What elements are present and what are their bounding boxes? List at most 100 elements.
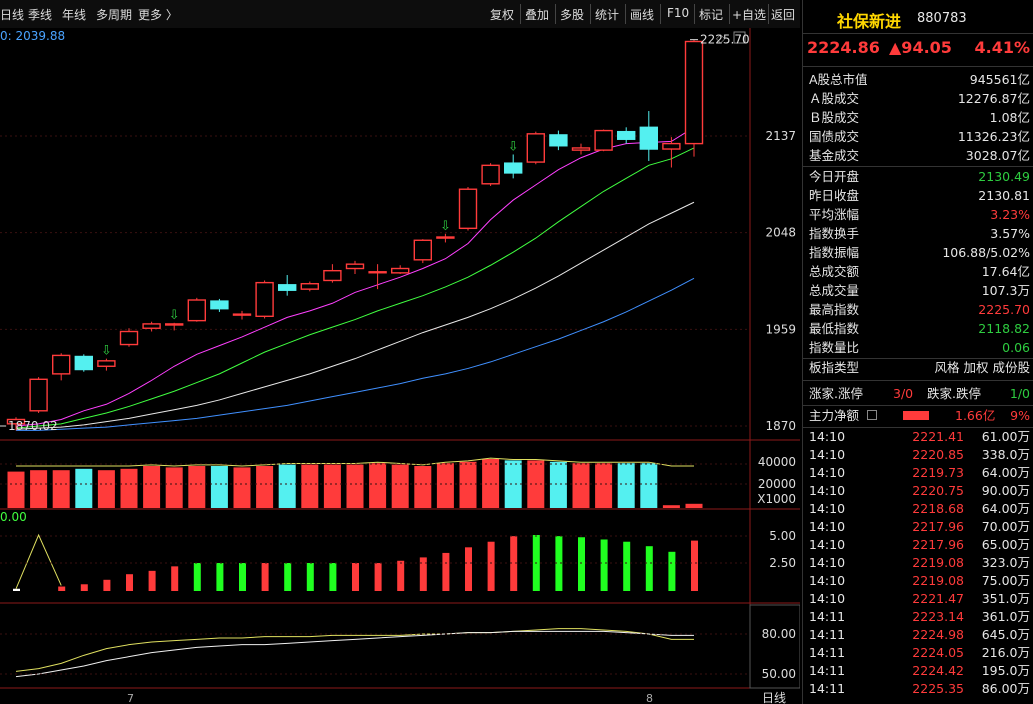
divider: [625, 4, 626, 24]
stat-label: 基金成交: [809, 148, 860, 163]
signal-arrow-icon: ⇩: [508, 139, 519, 154]
tick-time: 14:11: [809, 645, 846, 660]
candle-body: [368, 271, 387, 274]
tick-row: 14:11 2225.35 86.00万: [809, 680, 1030, 698]
back-button[interactable]: 返回: [771, 8, 796, 22]
indicator-bar: [284, 563, 292, 591]
stat-value: 17.64亿: [981, 264, 1030, 279]
tick-price: 2224.98: [912, 627, 964, 642]
net-flow-value: 1.66亿: [955, 408, 996, 423]
d-line: [15, 630, 694, 678]
tick-volume: 61.00万: [981, 429, 1030, 444]
tick-price: 2223.14: [912, 609, 964, 624]
mark-button[interactable]: 标记: [699, 8, 724, 22]
tick-price: 2220.75: [912, 483, 964, 498]
f10-button[interactable]: F10: [667, 6, 690, 20]
pct-change: 4.41%: [974, 38, 1030, 57]
panel-toggle-icon[interactable]: [733, 31, 746, 44]
limit-down-value: 1/0: [1009, 386, 1030, 401]
candle-body: [549, 134, 568, 147]
candle-body: [29, 378, 48, 412]
candle-body: [481, 164, 500, 185]
candle-body: [119, 330, 139, 346]
stat-label: A股总市值: [809, 72, 868, 87]
candle-body: [526, 133, 545, 163]
tick-time: 14:11: [809, 627, 846, 642]
indicator-bar: [80, 584, 88, 591]
candle-body: [594, 129, 613, 151]
limit-up-value: 3/0: [893, 386, 914, 401]
stat-row: 最低指数 2118.82: [809, 319, 1030, 338]
divider: [803, 33, 1033, 34]
more-menu[interactable]: 更多 〉: [138, 8, 178, 22]
volume-bar: [459, 461, 477, 508]
stat-row: Ｂ股成交 1.08亿: [809, 108, 1030, 127]
indicator-bar: [261, 563, 269, 591]
overlay-button[interactable]: 叠加: [525, 8, 550, 22]
stat-value: 1.08亿: [989, 110, 1030, 125]
indicator-axis-label: 2.50: [769, 556, 796, 570]
indicator-bar: [148, 570, 156, 591]
stat-row: 总成交量 107.3万: [809, 281, 1030, 300]
tick-volume: 323.0万: [981, 555, 1030, 570]
divider: [803, 427, 1033, 428]
stat-label: Ｂ股成交: [809, 110, 860, 125]
candle-body: [97, 360, 116, 367]
add-watchlist-button[interactable]: +自选: [732, 8, 767, 22]
stat-value: 106.88/5.02%: [942, 245, 1030, 260]
tick-volume: 90.00万: [981, 483, 1030, 498]
volume-bar: [188, 466, 206, 508]
stat-label: 指数量比: [809, 340, 860, 355]
ma-readout: 0: 2039.88: [0, 29, 65, 43]
candle-body: [458, 188, 478, 230]
stat-row: 国债成交 11326.23亿: [809, 127, 1030, 146]
index-code: 880783: [917, 11, 967, 26]
stat-row: 昨日收盘 2130.81: [809, 186, 1030, 205]
adjust-button[interactable]: 复权: [490, 8, 515, 22]
volume-bar: [414, 466, 432, 508]
high-label: 2225.70: [700, 33, 750, 47]
draw-line-button[interactable]: 画线: [630, 8, 655, 22]
quote-panel: 社保新进 880783 2224.86 ▲94.05 4.41% A股总市值 94…: [802, 0, 1033, 704]
volume-bar: [685, 503, 703, 508]
divider: [555, 4, 556, 24]
volume-bar: [504, 460, 522, 508]
stat-value: 2130.49: [978, 169, 1030, 184]
ma60-line: [16, 277, 695, 431]
stats-button[interactable]: 统计: [595, 8, 620, 22]
period-quarterly-tab[interactable]: 季线: [28, 8, 53, 22]
candle-body: [164, 323, 184, 326]
signal-arrow-icon: ⇩: [440, 219, 451, 234]
period-toolbar: 日线 季线 年线 多周期 更多 〉 复权 叠加 多股 统计 画线 F10 标记 …: [0, 0, 800, 28]
tick-volume: 65.00万: [981, 537, 1030, 552]
tick-volume: 195.0万: [981, 663, 1030, 678]
stat-row: 指数量比 0.06: [809, 338, 1030, 357]
volume-unit: X1000: [757, 492, 796, 506]
signal-arrow-icon: ⇩: [101, 344, 112, 359]
period-yearly-tab[interactable]: 年线: [62, 8, 87, 22]
tick-price: 2219.08: [912, 555, 964, 570]
stat-row: 指数换手 3.57%: [809, 224, 1030, 243]
kline-chart[interactable]: 0: 2039.88 ◇ 日线 7 8 2137 2048 1959 1870 2225…: [0, 28, 800, 704]
candle-body: [255, 281, 274, 317]
tick-time: 14:10: [809, 429, 846, 444]
volume-bar: [52, 470, 70, 508]
net-flow-menu-icon[interactable]: [867, 410, 877, 420]
indicator-bar: [58, 586, 66, 591]
ma5-line: [15, 126, 695, 427]
tick-row: 14:10 2221.41 61.00万: [809, 428, 1030, 446]
stat-label: 指数换手: [809, 226, 860, 241]
period-daily-tab[interactable]: 日线: [0, 8, 25, 22]
multi-period-tab[interactable]: 多周期: [96, 8, 133, 22]
limit-down-label: 跌家.跌停: [927, 386, 981, 401]
multi-stock-button[interactable]: 多股: [560, 8, 585, 22]
tick-row: 14:10 2219.08 323.0万: [809, 554, 1030, 572]
ma10-line: [15, 147, 695, 429]
divider: [520, 4, 521, 24]
divider: [803, 405, 1033, 406]
settings-diamond-icon[interactable]: ◇: [716, 31, 726, 45]
stat-label: 昨日收盘: [809, 188, 860, 203]
indicator-bar: [239, 563, 246, 591]
tick-row: 14:11 2224.05 216.0万: [809, 644, 1030, 662]
limit-row: 涨家.涨停 3/0 跌家.跌停 1/0: [809, 384, 1030, 403]
